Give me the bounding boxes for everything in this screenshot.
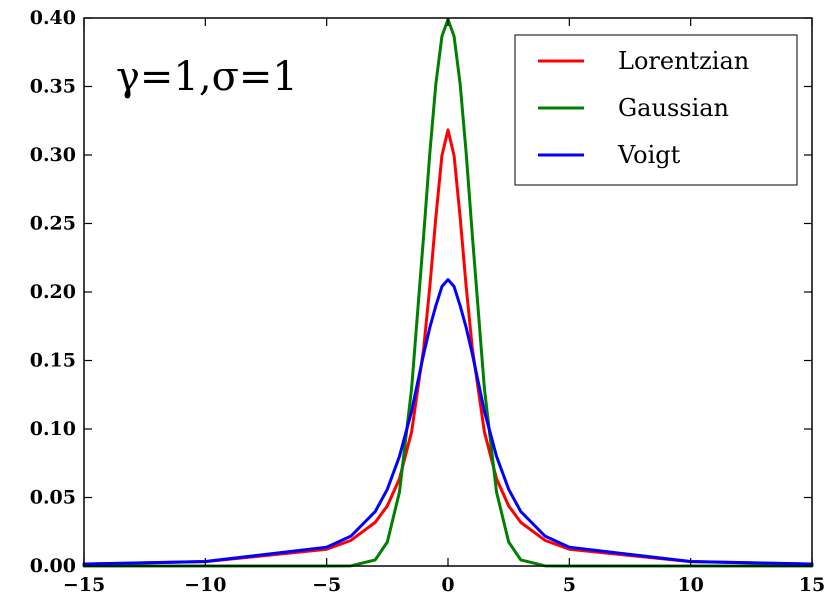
legend: Lorentzian Gaussian Voigt [514,34,798,186]
x-tick-label: −15 [63,574,105,596]
y-tick-label: 0.40 [30,7,76,29]
y-tick-label: 0.00 [30,555,76,577]
x-tick-label: 15 [799,574,825,596]
parameter-annotation: γ=1,σ=1 [116,54,298,100]
legend-label-gaussian: Gaussian [618,94,729,122]
y-tick-label: 0.35 [30,76,76,98]
y-tick-label: 0.25 [30,213,76,235]
y-tick-label: 0.10 [30,418,76,440]
legend-label-lorentzian: Lorentzian [618,47,749,75]
y-tick-label: 0.15 [30,350,76,372]
series-line-lorentzian [82,128,814,566]
x-tick-label: 10 [677,574,703,596]
x-tick-label: 5 [563,574,576,596]
series-line-voigt [82,278,814,566]
x-tick-label: 0 [441,574,454,596]
y-tick-label: 0.05 [30,487,76,509]
y-tick-label: 0.20 [30,281,76,303]
axis-ticks: −15 −10 −5 0 5 10 15 0.00 0.05 0.10 0.15 0.20 0.25 0.… [30,7,826,596]
legend-label-voigt: Voigt [617,141,681,169]
x-tick-label: −5 [312,574,341,596]
y-tick-label: 0.30 [30,144,76,166]
x-tick-label: −10 [184,574,226,596]
